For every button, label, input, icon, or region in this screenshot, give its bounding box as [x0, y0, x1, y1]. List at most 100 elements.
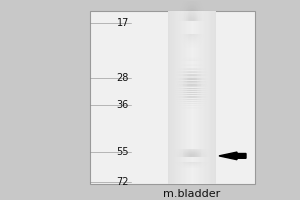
Bar [189, 39, 190, 40]
Bar [197, 152, 198, 153]
Bar [200, 45, 201, 46]
Bar [176, 68, 177, 69]
Text: 72: 72 [116, 177, 129, 187]
Bar [202, 107, 203, 108]
Bar [180, 90, 181, 91]
Bar [176, 92, 177, 93]
Bar [188, 35, 189, 36]
Bar [202, 151, 203, 152]
Bar [175, 81, 176, 82]
Bar [180, 92, 181, 93]
Bar [187, 36, 188, 37]
Bar [205, 89, 206, 90]
Bar [178, 42, 179, 43]
Bar [179, 84, 180, 85]
Bar [193, 35, 194, 36]
Bar [191, 78, 192, 79]
Bar [192, 89, 193, 90]
Bar [202, 85, 203, 86]
Bar [176, 69, 177, 70]
Bar [202, 43, 203, 44]
Bar [188, 13, 189, 14]
Bar [202, 166, 203, 167]
Bar [179, 68, 180, 69]
Bar [184, 45, 185, 46]
Bar [193, 18, 194, 19]
Bar [182, 14, 183, 15]
Bar [192, 47, 193, 48]
Bar [180, 11, 181, 12]
Bar [197, 11, 198, 12]
Bar [206, 151, 207, 152]
Bar [177, 162, 178, 163]
Bar [184, 12, 185, 13]
Bar [191, 46, 192, 47]
Bar [203, 8, 204, 9]
Bar [188, 39, 189, 40]
Bar [196, 85, 197, 86]
Bar [176, 90, 177, 91]
Bar [206, 97, 207, 98]
Bar [184, 3, 185, 4]
Bar [182, 150, 184, 151]
Bar [184, 105, 185, 106]
Bar [187, 156, 188, 157]
Bar [187, 77, 188, 78]
Bar [181, 9, 182, 10]
Bar [187, 47, 188, 48]
Bar [199, 57, 200, 58]
Bar [183, 76, 184, 77]
Bar [189, 101, 190, 102]
Bar [203, 43, 204, 44]
Bar [196, 71, 197, 72]
Bar [204, 94, 205, 95]
Bar [199, 38, 200, 39]
Bar [200, 167, 201, 168]
Bar [203, 59, 204, 60]
Bar [208, 164, 209, 165]
Bar [191, 155, 192, 156]
Bar [184, 88, 185, 89]
Bar [194, 107, 195, 108]
Bar [175, 163, 176, 164]
Bar [189, 155, 190, 156]
Bar [199, 94, 200, 95]
Bar [187, 38, 188, 39]
Bar [180, 84, 181, 85]
Bar [194, 82, 195, 83]
Bar [186, 14, 187, 15]
Bar [187, 79, 188, 80]
Bar [189, 37, 190, 38]
Bar [199, 76, 200, 77]
Bar [195, 166, 196, 167]
Bar [196, 43, 197, 44]
Bar [192, 71, 193, 72]
Bar [204, 78, 205, 79]
Bar [196, 99, 197, 100]
Bar [202, 167, 203, 168]
Bar [201, 88, 202, 89]
Bar [179, 69, 180, 70]
Bar [194, 92, 195, 93]
Bar [202, 163, 203, 164]
Bar [190, 82, 191, 83]
Bar [207, 163, 208, 164]
Bar [201, 149, 202, 150]
Bar [178, 8, 179, 9]
Bar [190, 3, 191, 4]
Bar [195, 12, 196, 13]
Bar [185, 7, 186, 8]
Bar [199, 14, 200, 15]
Bar [180, 163, 181, 164]
Bar [194, 92, 195, 93]
Bar [202, 150, 203, 151]
Bar [186, 5, 187, 6]
Bar [176, 65, 177, 66]
Bar [187, 152, 188, 153]
Bar [204, 38, 205, 39]
Bar [205, 11, 206, 184]
Bar [195, 43, 196, 44]
Bar [198, 80, 199, 81]
Bar [193, 79, 194, 80]
Bar [187, 84, 188, 85]
